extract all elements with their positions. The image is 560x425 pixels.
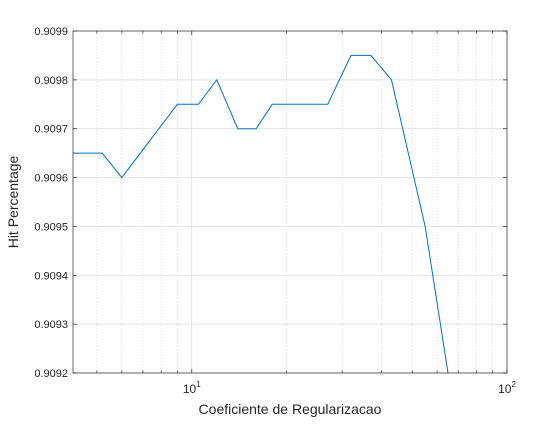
y-axis-label: Hit Percentage xyxy=(5,155,21,248)
series-line xyxy=(73,54,449,373)
axis-ticks xyxy=(73,30,508,374)
y-tick-label: 0.9095 xyxy=(34,221,68,233)
y-tick-label: 0.9092 xyxy=(34,368,68,380)
x-tick-label: 102 xyxy=(498,380,516,396)
plot-area xyxy=(73,31,507,373)
tick-labels: 0.9092 0.9093 0.9094 0.9095 0.9096 0.9097 0.90… xyxy=(34,26,516,396)
grid xyxy=(73,31,507,373)
plot-frame xyxy=(72,30,508,374)
y-tick-label: 0.9099 xyxy=(34,26,68,38)
y-tick-label: 0.9096 xyxy=(34,173,68,185)
y-tick-label: 0.9098 xyxy=(34,75,68,87)
y-tick-label: 0.9093 xyxy=(34,319,68,331)
y-tick-label: 0.9097 xyxy=(34,124,68,136)
y-tick-label: 0.9094 xyxy=(34,270,68,282)
x-axis-label: Coeficiente de Regularizacao xyxy=(199,401,382,417)
series-layer xyxy=(73,54,449,373)
x-tick-label: 101 xyxy=(183,380,201,396)
